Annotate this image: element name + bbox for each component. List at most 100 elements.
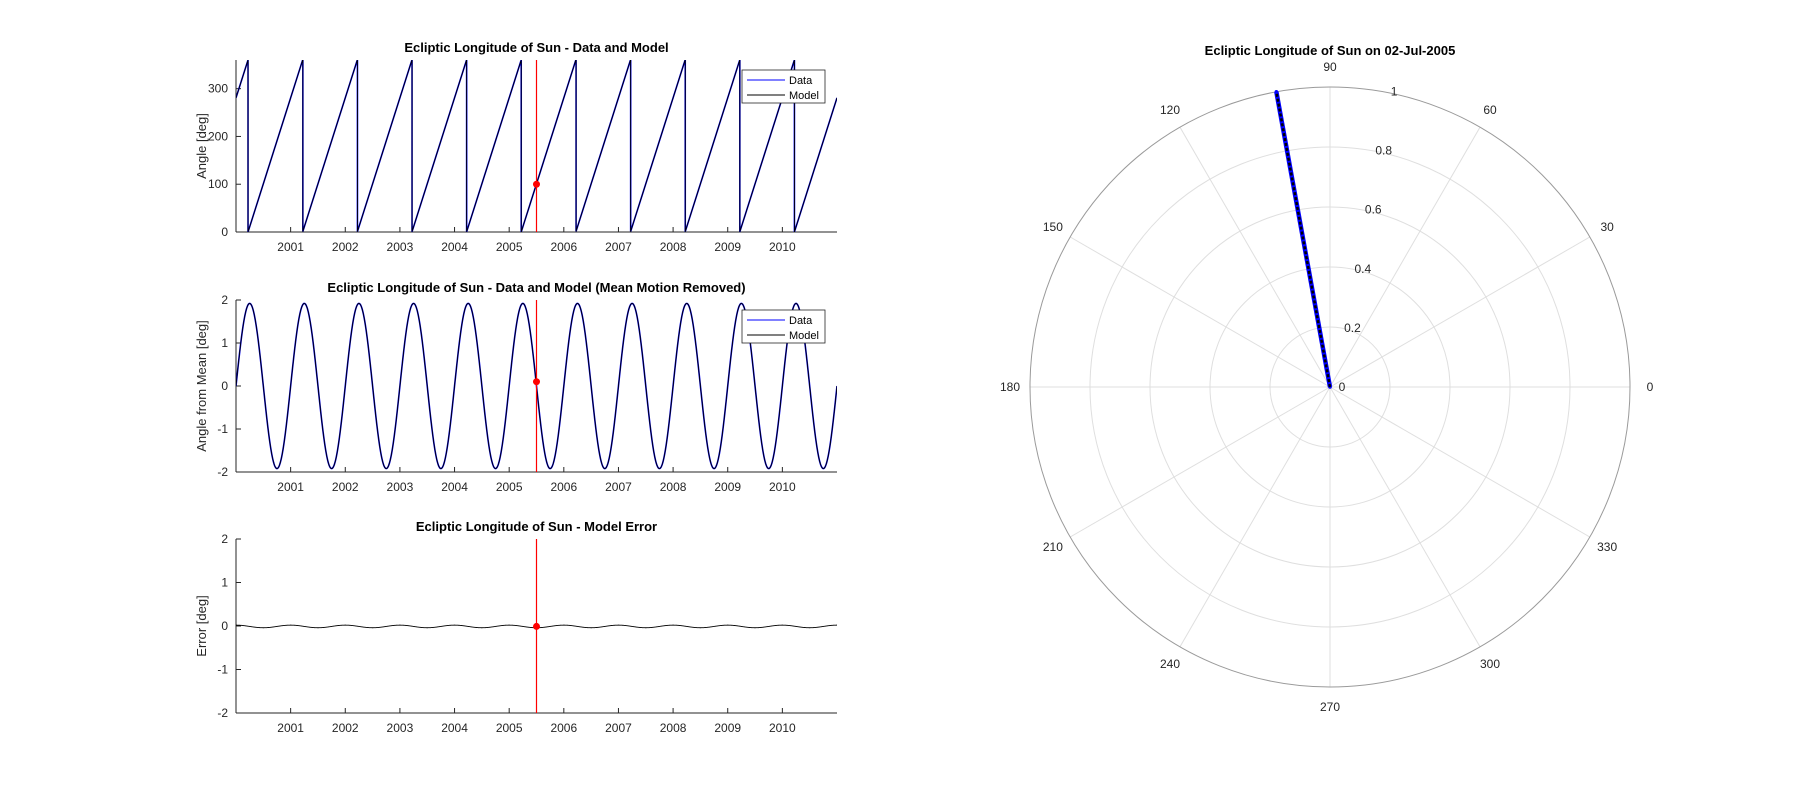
longitude-x-tick-label: 2009 xyxy=(714,240,741,254)
error-x-tick-label: 2002 xyxy=(332,721,359,735)
polar-ring xyxy=(1029,86,1631,688)
polar-title: Ecliptic Longitude of Sun on 02-Jul-2005 xyxy=(1205,43,1456,58)
error-x-tick-label: 2005 xyxy=(496,721,523,735)
longitude-legend-label: Data xyxy=(789,75,813,87)
residual-y-tick-label: 0 xyxy=(221,379,228,393)
residual-title: Ecliptic Longitude of Sun - Data and Mod… xyxy=(327,280,745,295)
polar-series-model xyxy=(1275,91,1332,388)
longitude-y-label: Angle [deg] xyxy=(194,113,209,179)
polar-spoke xyxy=(1329,236,1591,388)
residual-y-tick-label: -2 xyxy=(217,465,228,479)
polar-ring xyxy=(1269,326,1391,448)
residual-x-tick-label: 2003 xyxy=(387,480,414,494)
polar-r-label: 0.2 xyxy=(1344,321,1361,335)
longitude-x-tick-label: 2010 xyxy=(769,240,796,254)
polar-spoke xyxy=(1069,236,1331,388)
polar-r-label: 0.4 xyxy=(1354,262,1371,276)
error-x-tick-label: 2008 xyxy=(660,721,687,735)
longitude-y-tick-label: 100 xyxy=(208,177,228,191)
longitude-legend-box xyxy=(741,69,826,104)
longitude-x-tick-label: 2005 xyxy=(496,240,523,254)
error-y-tick-label: 2 xyxy=(221,532,228,546)
error-y-tick-label: 0 xyxy=(221,619,228,633)
residual-legend-label: Model xyxy=(789,330,819,342)
polar-theta-label: 210 xyxy=(1043,540,1063,554)
residual-y-tick-label: 1 xyxy=(221,336,228,350)
longitude-x-tick-label: 2003 xyxy=(387,240,414,254)
error-chart: 2001 2002 2003 2004 2005 2006 2007 2008 2009 2010… xyxy=(194,519,837,735)
error-x-tick-label: 2001 xyxy=(277,721,304,735)
longitude-x-tick-label: 2001 xyxy=(277,240,304,254)
residual-legend-label: Data xyxy=(789,315,813,327)
error-y-tick-label: 1 xyxy=(221,576,228,590)
longitude-x-tick-label: 2004 xyxy=(441,240,468,254)
longitude-x-tick-label: 2006 xyxy=(550,240,577,254)
residual-legend-box xyxy=(741,309,826,344)
polar-theta-label: 330 xyxy=(1597,540,1617,554)
residual-x-tick-label: 2002 xyxy=(332,480,359,494)
longitude-x-tick-label: 2002 xyxy=(332,240,359,254)
residual-x-tick-label: 2005 xyxy=(496,480,523,494)
polar-spoke xyxy=(1069,386,1331,538)
polar-spoke xyxy=(1179,386,1331,648)
polar-spoke xyxy=(1329,126,1481,388)
error-x-tick-label: 2004 xyxy=(441,721,468,735)
polar-theta-label: 90 xyxy=(1323,60,1337,74)
residual-y-tick-label: 2 xyxy=(221,293,228,307)
polar-theta-label: 120 xyxy=(1160,103,1180,117)
error-x-tick-label: 2009 xyxy=(714,721,741,735)
polar-r-label: 0 xyxy=(1339,380,1346,394)
longitude-title: Ecliptic Longitude of Sun - Data and Mod… xyxy=(404,40,668,55)
longitude-current-point xyxy=(533,180,540,188)
residual-x-tick-label: 2009 xyxy=(714,480,741,494)
error-x-tick-label: 2010 xyxy=(769,721,796,735)
residual-current-point xyxy=(533,378,540,386)
error-y-label: Error [deg] xyxy=(194,595,209,656)
error-current-point xyxy=(533,622,540,630)
polar-theta-label: 180 xyxy=(1000,380,1020,394)
error-title: Ecliptic Longitude of Sun - Model Error xyxy=(416,519,657,534)
longitude-x-tick-label: 2007 xyxy=(605,240,632,254)
error-x-tick-label: 2003 xyxy=(387,721,414,735)
polar-ring xyxy=(1089,146,1571,628)
polar-theta-label: 60 xyxy=(1483,103,1497,117)
polar-data-point xyxy=(1274,90,1279,94)
residual-y-label: Angle from Mean [deg] xyxy=(194,320,209,452)
polar-chart: 0 30 60 90 120 150 180 210 240 270 300 330 0 0.2 0.4 0.… xyxy=(1000,43,1654,714)
residual-chart: 2001 2002 2003 2004 2005 2006 2007 2008 2009 2010… xyxy=(194,280,837,494)
residual-y-tick-label: -1 xyxy=(217,422,228,436)
polar-theta-label: 270 xyxy=(1320,700,1340,714)
longitude-legend: Data Model xyxy=(741,69,826,104)
polar-spoke xyxy=(1329,386,1591,538)
residual-x-tick-label: 2010 xyxy=(769,480,796,494)
polar-theta-label: 240 xyxy=(1160,657,1180,671)
polar-spoke xyxy=(1179,126,1331,388)
longitude-chart: 2001 2002 2003 2004 2005 2006 2007 2008 2009 2010… xyxy=(194,40,837,254)
error-y-tick-label: -1 xyxy=(217,663,228,677)
polar-r-label: 0.8 xyxy=(1375,144,1392,158)
longitude-y-tick-label: 200 xyxy=(208,129,228,143)
residual-x-tick-label: 2007 xyxy=(605,480,632,494)
longitude-y-tick-label: 300 xyxy=(208,82,228,96)
polar-spoke xyxy=(1329,386,1481,648)
residual-x-tick-label: 2004 xyxy=(441,480,468,494)
longitude-y-tick-label: 0 xyxy=(221,225,228,239)
polar-theta-label: 30 xyxy=(1600,220,1614,234)
polar-r-label: 0.6 xyxy=(1365,203,1382,217)
polar-theta-label: 150 xyxy=(1043,220,1063,234)
polar-theta-label: 300 xyxy=(1480,657,1500,671)
residual-x-tick-label: 2006 xyxy=(550,480,577,494)
polar-theta-label: 0 xyxy=(1647,380,1654,394)
error-y-tick-label: -2 xyxy=(217,706,228,720)
error-x-tick-label: 2006 xyxy=(550,721,577,735)
error-x-tick-label: 2007 xyxy=(605,721,632,735)
residual-x-tick-label: 2001 xyxy=(277,480,304,494)
longitude-legend-label: Model xyxy=(789,90,819,102)
residual-x-tick-label: 2008 xyxy=(660,480,687,494)
polar-ring xyxy=(1149,206,1511,568)
longitude-x-tick-label: 2008 xyxy=(660,240,687,254)
residual-legend: Data Model xyxy=(741,309,826,344)
polar-ring xyxy=(1209,266,1451,508)
polar-r-label: 1 xyxy=(1391,85,1398,99)
